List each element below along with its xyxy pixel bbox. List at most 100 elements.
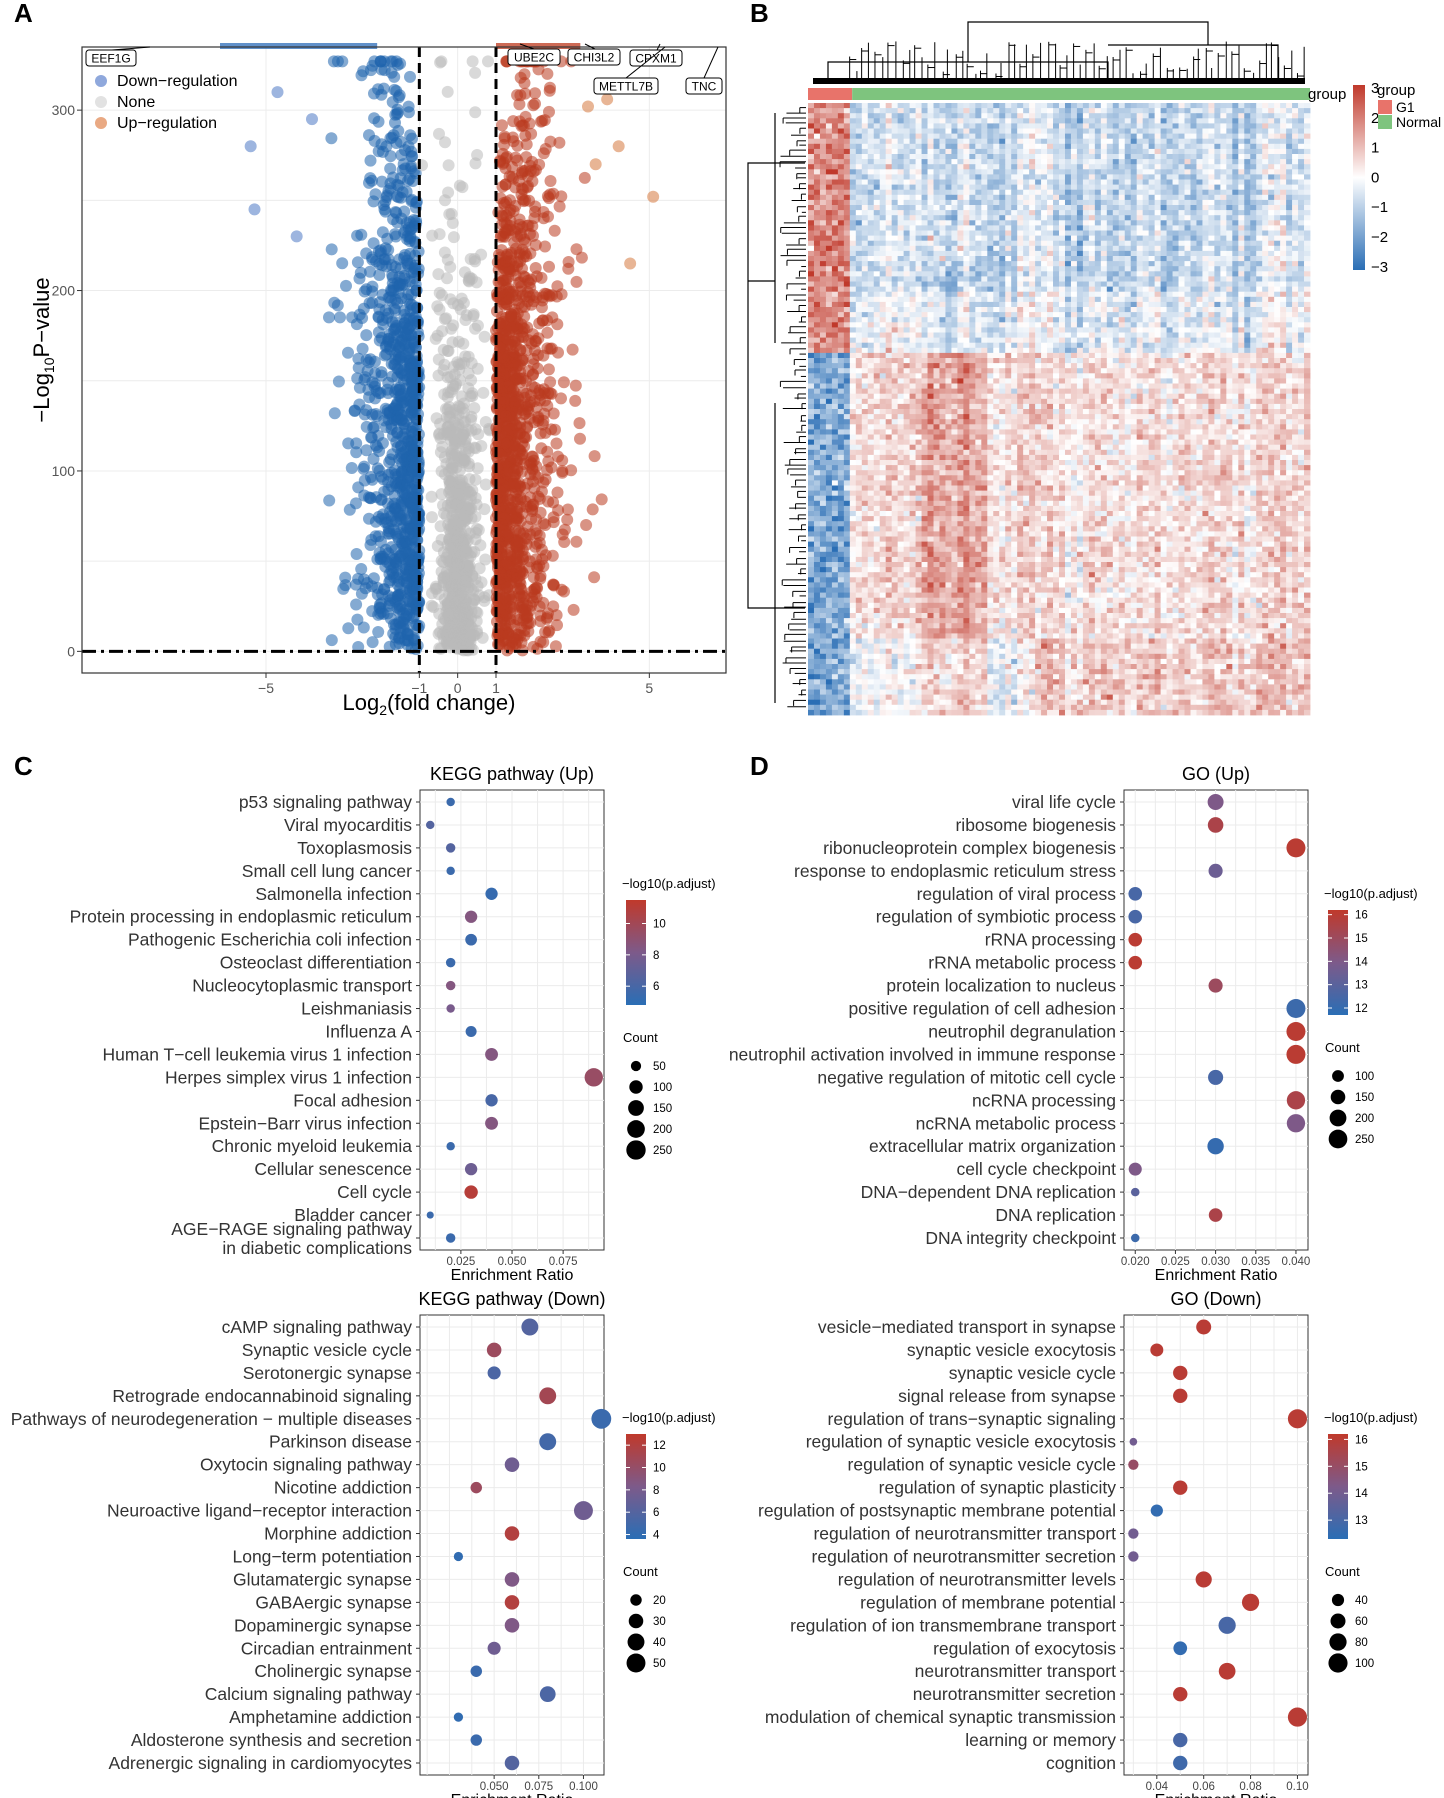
heatmap-cell [963, 169, 969, 175]
heatmap-cell [1125, 123, 1131, 128]
volcano-point [366, 474, 378, 486]
heatmap-cell [1059, 210, 1065, 216]
heatmap-cell [1185, 164, 1191, 170]
heatmap-cell [1292, 108, 1298, 114]
heatmap-cell [1173, 185, 1179, 191]
volcano-point [538, 408, 550, 420]
volcano-point [511, 541, 523, 553]
heatmap-cell [1149, 185, 1155, 191]
heatmap-cell [1023, 118, 1029, 124]
heatmap-cell [1035, 103, 1041, 109]
heatmap-cell [1238, 129, 1244, 135]
heatmap-cell [838, 113, 844, 119]
volcano-point [447, 518, 459, 530]
heatmap-cell [1113, 123, 1119, 128]
heatmap-cell [1005, 144, 1011, 150]
heatmap-cell [1304, 164, 1310, 170]
heatmap-cell [1011, 129, 1017, 135]
heatmap-cell [1292, 195, 1298, 201]
heatmap-cell [826, 103, 832, 109]
heatmap-cell [951, 164, 957, 170]
legend-marker [95, 117, 107, 129]
heatmap-cell [969, 210, 975, 216]
heatmap-cell [1167, 103, 1173, 109]
volcano-point [530, 262, 542, 274]
heatmap-cell [987, 195, 993, 201]
heatmap-cell [1280, 129, 1286, 135]
heatmap-cell [886, 169, 892, 175]
heatmap-cell [838, 190, 844, 196]
volcano-point [355, 563, 367, 575]
heatmap-cell [1268, 174, 1274, 180]
heatmap-cell [832, 139, 838, 145]
heatmap-cell [1286, 139, 1292, 145]
heatmap-cell [1280, 134, 1286, 140]
heatmap-cell [1017, 195, 1023, 201]
heatmap-cell [1059, 139, 1065, 145]
heatmap-cell [1256, 205, 1262, 211]
heatmap-cell [880, 134, 886, 140]
heatmap-cell [886, 123, 892, 128]
heatmap-cell [1286, 190, 1292, 196]
heatmap-cell [1214, 200, 1220, 206]
volcano-point [381, 233, 393, 245]
heatmap-cell [1095, 129, 1101, 135]
volcano-point [519, 603, 531, 615]
panel-letter-A: A [14, 0, 33, 28]
volcano-point [402, 175, 414, 187]
heatmap-cell [916, 134, 922, 140]
heatmap-cell [999, 195, 1005, 201]
volcano-point [393, 533, 405, 545]
volcano-point [364, 266, 376, 278]
heatmap-cell [1226, 139, 1232, 145]
heatmap-cell [808, 103, 814, 109]
heatmap-cell [1161, 195, 1167, 201]
heatmap-cell [963, 144, 969, 150]
heatmap-cell [1185, 200, 1191, 206]
heatmap-cell [993, 144, 999, 150]
heatmap-cell [1125, 195, 1131, 201]
heatmap-cell [1173, 210, 1179, 216]
heatmap-cell [999, 180, 1005, 186]
heatmap-cell [922, 164, 928, 170]
heatmap-cell [1190, 190, 1196, 196]
heatmap-cell [1238, 144, 1244, 150]
heatmap-cell [1101, 200, 1107, 206]
heatmap-cell [975, 123, 981, 128]
heatmap-cell [1280, 154, 1286, 160]
heatmap-cell [993, 134, 999, 140]
volcano-point [436, 289, 448, 301]
heatmap-cell [1190, 108, 1196, 114]
heatmap-cell [1226, 205, 1232, 211]
heatmap-cell [1220, 129, 1226, 135]
heatmap-cell [1131, 144, 1137, 150]
heatmap-cell [1173, 190, 1179, 196]
heatmap-cell [928, 149, 934, 155]
heatmap-cell [969, 108, 975, 114]
heatmap-cell [1005, 129, 1011, 135]
heatmap-cell [981, 159, 987, 165]
heatmap-cell [832, 108, 838, 114]
heatmap-cell [1101, 123, 1107, 128]
heatmap-cell [975, 149, 981, 155]
heatmap-cell [1173, 118, 1179, 124]
heatmap-cell [957, 144, 963, 150]
heatmap-cell [1250, 108, 1256, 114]
volcano-point [377, 437, 389, 449]
heatmap-cell [975, 103, 981, 109]
volcano-point [567, 344, 579, 356]
heatmap-cell [838, 164, 844, 170]
volcano-point [514, 582, 526, 594]
heatmap-cell [1274, 169, 1280, 175]
heatmap-cell [1047, 164, 1053, 170]
heatmap-cell [1256, 190, 1262, 196]
heatmap-cell [1107, 195, 1113, 201]
heatmap-cell [856, 144, 862, 150]
heatmap-cell [1244, 159, 1250, 165]
volcano-point [507, 384, 519, 396]
heatmap-cell [886, 164, 892, 170]
heatmap-cell [1179, 190, 1185, 196]
heatmap-cell [1035, 169, 1041, 175]
heatmap-cell [1155, 185, 1161, 191]
heatmap-cell [1304, 169, 1310, 175]
